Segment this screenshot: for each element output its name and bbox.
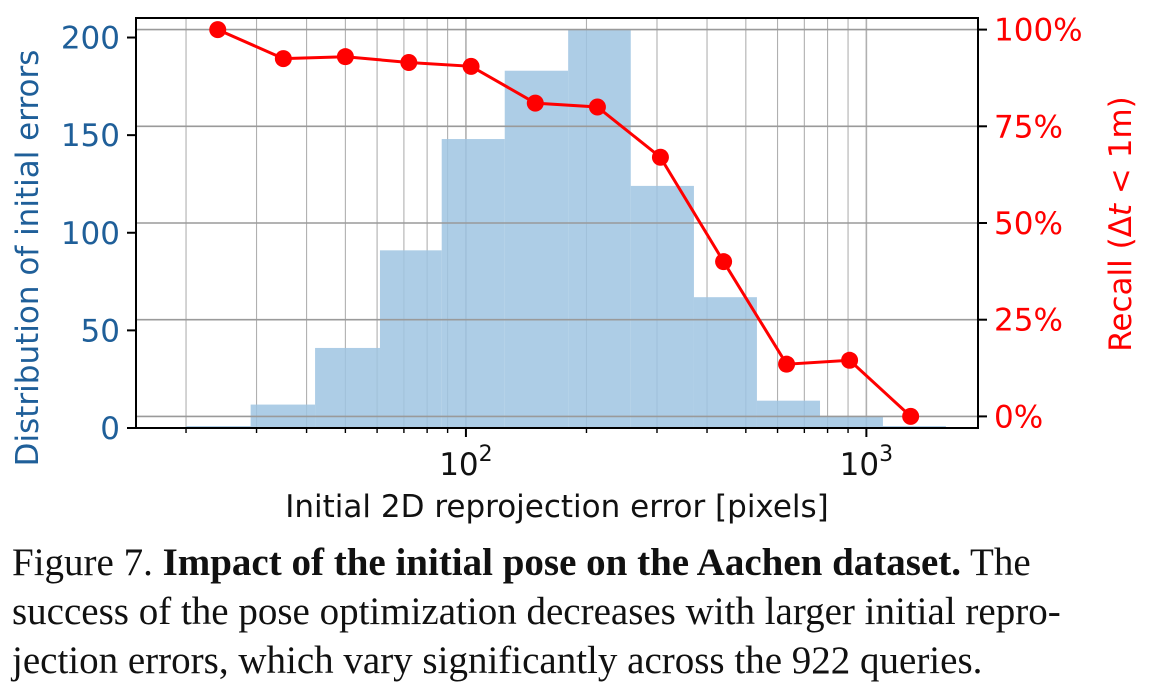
left-y-axis: 0 50 100 150 200 (61, 21, 136, 447)
x-axis-label: Initial 2D reprojection error [pixels] (285, 489, 829, 525)
x-axis: 102 103 (185, 428, 893, 483)
caption-title: Impact of the initial pose on the Aachen… (162, 541, 961, 584)
recall-point (902, 407, 920, 425)
left-y-axis-label: Distribution of initial errors (10, 50, 46, 467)
left-axis-tick-label: 100 (61, 216, 120, 252)
histogram-bar (504, 70, 569, 428)
right-axis-tick-label: 75% (994, 109, 1063, 145)
recall-point (778, 355, 796, 373)
recall-point (209, 21, 227, 39)
horizontal-grid-lines (136, 28, 978, 418)
recall-label-t: t (1103, 202, 1139, 216)
recall-series (209, 21, 920, 425)
recall-label-prefix: Recall ( (1103, 237, 1139, 351)
recall-label-suffix: < 1m) (1103, 96, 1139, 204)
recall-point (841, 351, 859, 369)
histogram-bar (379, 250, 442, 428)
x-tick-exponent: 3 (879, 442, 893, 467)
right-axis-tick-label: 100% (994, 13, 1083, 49)
right-axis-tick-label: 25% (994, 303, 1063, 339)
caption-line2: success of the pose optimization decreas… (12, 590, 1061, 633)
recall-point (651, 148, 669, 166)
recall-point (526, 94, 544, 112)
recall-point (336, 48, 354, 66)
recall-point (588, 98, 606, 116)
caption-line3: jection errors, which vary significantly… (12, 639, 983, 682)
figure-caption: Figure 7. Impact of the initial pose on … (12, 538, 1148, 685)
right-axis-tick-label: 0% (994, 399, 1043, 435)
histogram-bar (820, 416, 883, 428)
recall-point (462, 57, 480, 75)
recall-line (217, 28, 912, 418)
histogram-bar (441, 139, 505, 429)
x-tick-label: 102 (439, 442, 492, 483)
recall-label-delta: Δ (1103, 216, 1139, 237)
histogram-bar (315, 347, 380, 428)
histogram-bar (568, 29, 631, 428)
left-axis-tick-label: 0 (100, 411, 120, 447)
recall-point (715, 253, 733, 271)
right-y-axis-label: Recall (Δt < 1m) (1103, 96, 1139, 352)
right-y-axis: 0% 25% 50% 75% 100% (978, 13, 1083, 435)
recall-point (400, 53, 418, 71)
left-axis-tick-label: 150 (61, 118, 120, 154)
histogram-bar (693, 297, 757, 428)
left-axis-tick-label: 50 (81, 313, 120, 349)
recall-point (274, 50, 292, 68)
histogram-bar (756, 400, 821, 428)
caption-line1-tail: The (970, 541, 1031, 584)
right-axis-tick-label: 50% (994, 206, 1063, 242)
x-tick-base: 10 (439, 447, 478, 483)
caption-figure-number: Figure 7. (12, 541, 153, 584)
x-tick-exponent: 2 (479, 442, 493, 467)
recall-points (209, 21, 920, 425)
histogram-bars (186, 29, 946, 429)
x-tick-label: 103 (840, 442, 893, 483)
histogram-bar (630, 185, 694, 428)
x-tick-base: 10 (840, 447, 879, 483)
left-axis-tick-label: 200 (61, 21, 120, 57)
